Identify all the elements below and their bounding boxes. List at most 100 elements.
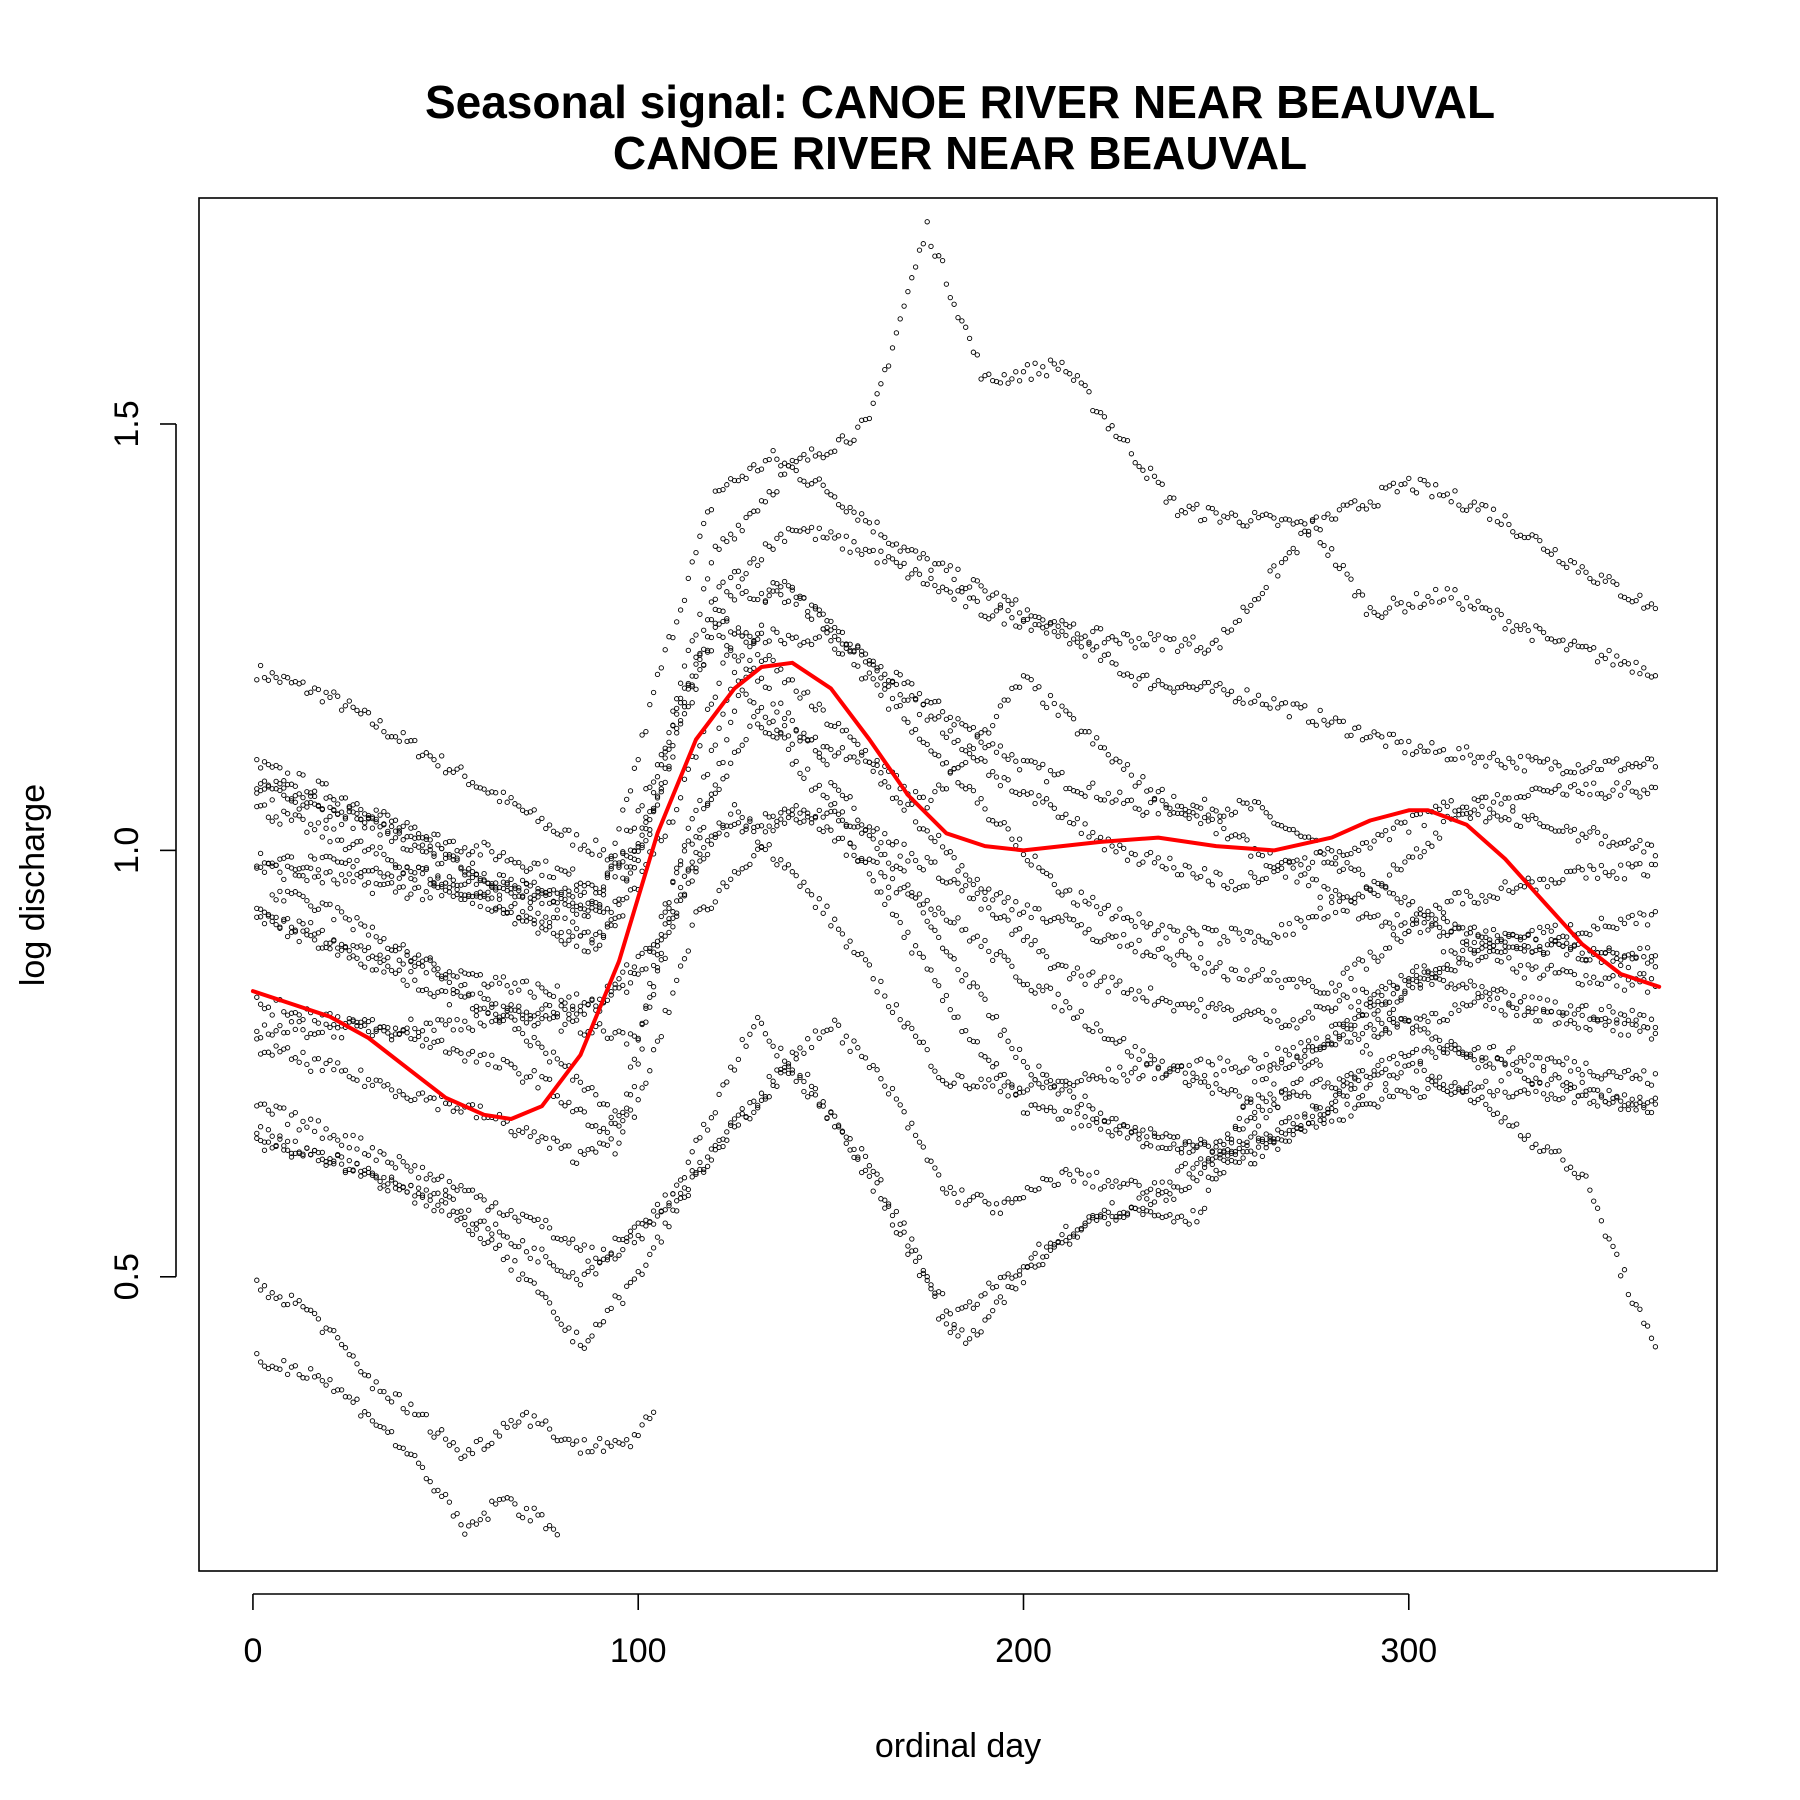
data-point	[1040, 1261, 1046, 1268]
data-point	[1571, 1099, 1578, 1106]
data-point	[597, 929, 603, 935]
data-point	[577, 902, 584, 908]
data-point	[1567, 1164, 1574, 1170]
data-point	[1487, 1106, 1493, 1112]
data-point	[624, 864, 630, 870]
data-point	[581, 1011, 587, 1017]
data-point	[1097, 657, 1104, 664]
data-point	[681, 597, 688, 604]
data-point	[493, 974, 499, 981]
data-point	[1625, 1032, 1632, 1038]
data-point	[1302, 834, 1308, 840]
data-point	[562, 1000, 568, 1006]
data-point	[1548, 1009, 1554, 1015]
data-point	[982, 896, 988, 902]
data-point	[427, 895, 433, 901]
data-point	[377, 1185, 383, 1191]
data-point	[947, 1311, 953, 1317]
data-point	[616, 1236, 622, 1243]
data-point	[1433, 921, 1439, 927]
data-point	[1533, 623, 1539, 629]
data-point	[1487, 948, 1493, 955]
data-point	[1101, 1078, 1108, 1084]
data-point	[1575, 1066, 1581, 1073]
data-point	[1309, 1113, 1316, 1120]
data-point	[1124, 761, 1131, 768]
data-point	[1448, 1045, 1454, 1051]
data-point	[1494, 938, 1501, 945]
data-point	[874, 519, 880, 525]
data-point	[427, 1095, 433, 1101]
data-point	[859, 950, 865, 957]
data-point	[404, 738, 410, 745]
data-point	[666, 739, 672, 745]
data-point	[385, 1081, 391, 1088]
data-point	[1263, 810, 1269, 816]
data-point	[1456, 745, 1462, 752]
data-point	[677, 607, 684, 613]
data-point	[974, 1084, 980, 1090]
data-point	[789, 761, 795, 767]
data-point	[824, 535, 830, 541]
data-point	[751, 853, 757, 859]
data-point	[835, 628, 842, 635]
data-point	[882, 830, 888, 837]
data-point	[643, 1262, 649, 1268]
data-point	[527, 1133, 533, 1140]
data-point	[493, 856, 499, 863]
data-point	[674, 705, 680, 712]
data-point	[616, 985, 622, 991]
data-point	[315, 686, 322, 693]
data-point	[1221, 813, 1227, 819]
data-point	[1005, 1093, 1011, 1099]
data-point	[1479, 1094, 1485, 1100]
data-point	[635, 808, 641, 814]
data-point	[1140, 642, 1146, 648]
data-point	[269, 797, 275, 803]
data-point	[1529, 757, 1535, 763]
data-point	[970, 1305, 977, 1311]
data-point	[1571, 1059, 1578, 1065]
data-point	[1413, 490, 1420, 496]
data-point	[978, 906, 984, 912]
data-point	[1147, 1060, 1154, 1067]
data-point	[381, 851, 387, 858]
data-point	[1043, 623, 1050, 629]
data-point	[300, 1049, 306, 1056]
data-point	[832, 782, 838, 789]
data-point	[666, 916, 672, 922]
data-point	[643, 825, 649, 832]
data-point	[793, 527, 799, 534]
data-point	[693, 673, 699, 679]
data-point	[1174, 1001, 1181, 1008]
data-point	[1467, 503, 1474, 509]
data-point	[785, 677, 792, 683]
data-point	[1575, 1006, 1581, 1013]
data-point	[943, 786, 950, 792]
data-point	[762, 811, 769, 817]
data-point	[419, 1043, 426, 1049]
data-point	[901, 884, 907, 891]
data-point	[365, 944, 372, 951]
data-point	[731, 1067, 738, 1073]
data-point	[993, 1299, 1000, 1305]
data-point	[1302, 1047, 1308, 1054]
data-point	[1514, 1005, 1520, 1012]
data-point	[1109, 634, 1115, 640]
data-point	[1032, 1250, 1038, 1257]
data-point	[1105, 1036, 1111, 1042]
data-point	[473, 1226, 480, 1232]
data-point	[442, 1022, 449, 1028]
data-point	[554, 1532, 560, 1538]
data-point	[1540, 546, 1547, 552]
data-point	[412, 1163, 418, 1169]
data-point	[912, 548, 919, 554]
data-point	[292, 1009, 298, 1016]
data-point	[377, 1024, 383, 1031]
data-point	[808, 892, 815, 898]
data-point	[1564, 564, 1570, 571]
data-point	[955, 915, 961, 921]
data-point	[1583, 1002, 1589, 1009]
data-point	[905, 929, 911, 935]
data-point	[728, 1064, 734, 1070]
